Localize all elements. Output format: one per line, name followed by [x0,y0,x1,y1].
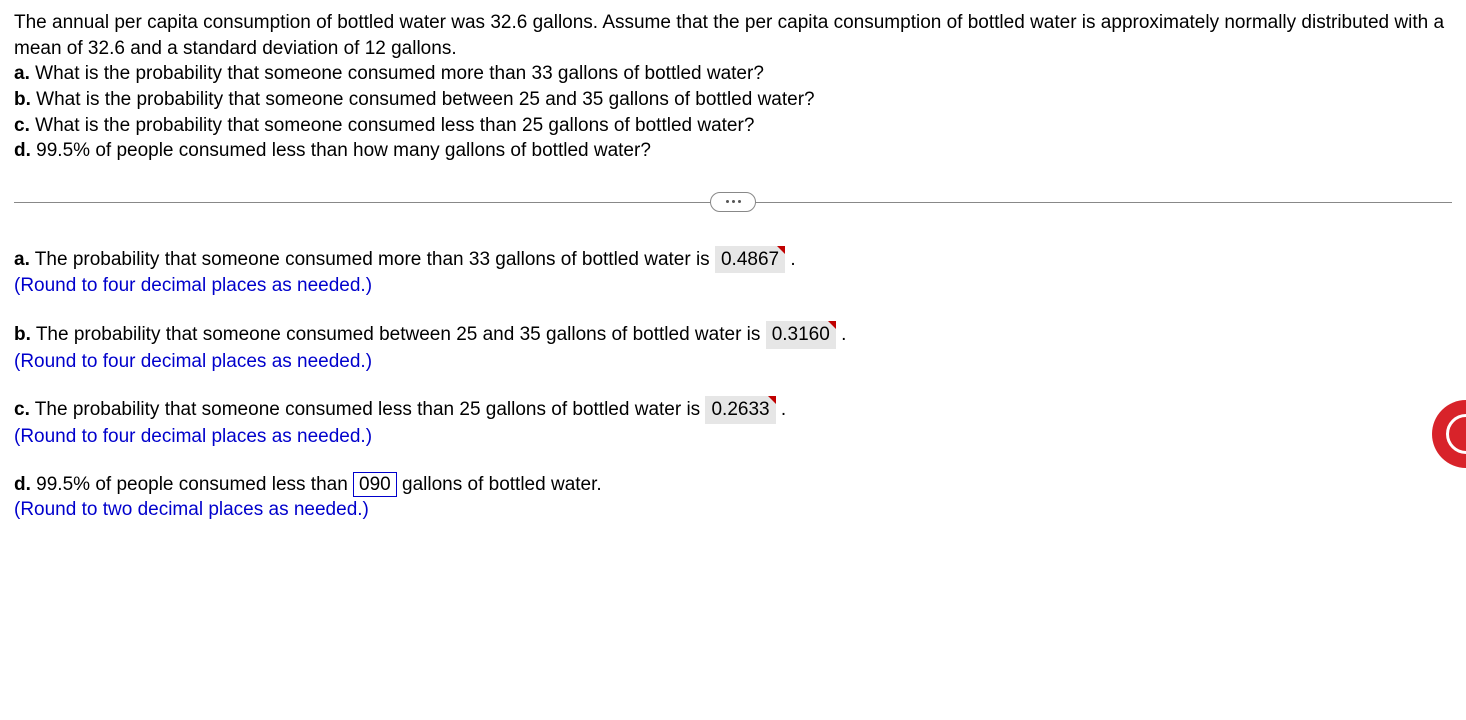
answer-c-hint: (Round to four decimal places as needed.… [14,426,372,447]
answer-d-post: gallons of bottled water. [397,474,602,495]
part-b-text: What is the probability that someone con… [31,89,815,110]
question-intro: The annual per capita consumption of bot… [14,10,1452,61]
dot-icon [726,200,729,203]
answer-b-hint: (Round to four decimal places as needed.… [14,351,372,372]
answer-d-line: d. 99.5% of people consumed less than 09… [14,474,602,495]
answer-a-hint: (Round to four decimal places as needed.… [14,275,372,296]
answer-b-label: b. [14,324,31,345]
part-b-label: b. [14,89,31,110]
part-d-text: 99.5% of people consumed less than how m… [31,140,651,161]
question-stem: The annual per capita consumption of bot… [14,10,1452,164]
help-badge-icon [1446,414,1466,454]
part-a-text: What is the probability that someone con… [30,63,764,84]
answer-c-post: . [776,399,787,420]
expand-pill-button[interactable] [710,192,756,212]
answer-a-post: . [785,249,796,270]
answer-b-post: . [836,324,847,345]
answer-b-line: b. The probability that someone consumed… [14,324,846,345]
answer-d-hint: (Round to two decimal places as needed.) [14,499,369,520]
part-a-label: a. [14,63,30,84]
answer-a-pre: The probability that someone consumed mo… [30,249,715,270]
answer-a-label: a. [14,249,30,270]
answer-a-value[interactable]: 0.4867 [715,246,785,274]
answer-a-line: a. The probability that someone consumed… [14,249,796,270]
answer-a: a. The probability that someone consumed… [14,246,1452,299]
part-c-text: What is the probability that someone con… [30,115,755,136]
question-part-a: a. What is the probability that someone … [14,61,1452,87]
dot-icon [732,200,735,203]
answer-b-value[interactable]: 0.3160 [766,321,836,349]
answer-c-pre: The probability that someone consumed le… [30,399,706,420]
question-part-d: d. 99.5% of people consumed less than ho… [14,138,1452,164]
answer-d: d. 99.5% of people consumed less than 09… [14,472,1452,523]
answer-d-input[interactable]: 090 [353,472,397,498]
question-part-b: b. What is the probability that someone … [14,87,1452,113]
answer-d-pre: 99.5% of people consumed less than [31,474,353,495]
answer-b: b. The probability that someone consumed… [14,321,1452,374]
part-d-label: d. [14,140,31,161]
question-part-c: c. What is the probability that someone … [14,113,1452,139]
answer-c-line: c. The probability that someone consumed… [14,399,786,420]
answer-c-value[interactable]: 0.2633 [705,396,775,424]
part-c-label: c. [14,115,30,136]
answer-c-label: c. [14,399,30,420]
section-divider [14,192,1452,212]
answer-c: c. The probability that someone consumed… [14,396,1452,449]
dot-icon [738,200,741,203]
answer-d-label: d. [14,474,31,495]
answer-b-pre: The probability that someone consumed be… [31,324,766,345]
